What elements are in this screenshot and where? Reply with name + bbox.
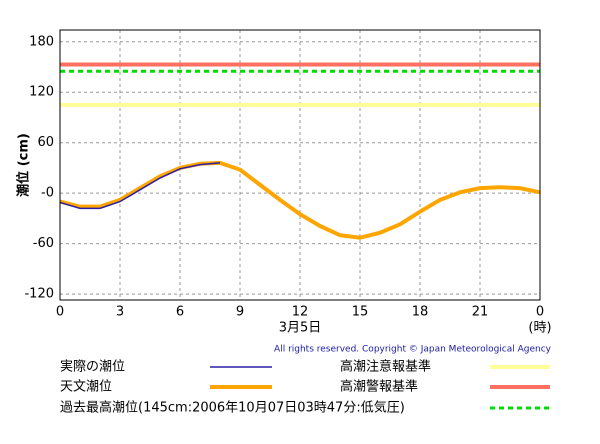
legend-label: 高潮注意報基準: [340, 359, 431, 375]
legend-label: 過去最高潮位(145cm:2006年10月07日03時47分:低気圧): [60, 400, 405, 416]
y-tick-label: 60: [37, 135, 54, 150]
legend-label: 実際の潮位: [60, 359, 125, 375]
x-tick-label: 9: [236, 305, 244, 320]
y-tick-label: 180: [29, 34, 54, 49]
legend-label: 高潮警報基準: [340, 379, 418, 395]
x-tick-label: 6: [176, 305, 184, 320]
data-line: [59, 162, 221, 210]
plot-border: [59, 29, 541, 301]
y-tick-label: -60: [33, 236, 54, 251]
x-tick-label: 0: [56, 305, 64, 320]
data-line: [59, 160, 541, 240]
x-tick-label: 3: [116, 305, 124, 320]
y-tick-label: 120: [29, 85, 54, 100]
legend-label: 天文潮位: [60, 380, 112, 395]
copyright: All rights reserved. Copyright © Japan M…: [274, 345, 552, 355]
x-tick-label: 18: [412, 305, 429, 320]
x-tick-label: 21: [472, 305, 489, 320]
x-tick-label: 0: [536, 305, 544, 320]
x-tick-label: 15: [352, 305, 369, 320]
y-tick-label: -120: [24, 287, 54, 302]
x-unit-label: (時): [528, 321, 551, 336]
y-axis-label: 潮位 (cm): [16, 133, 32, 197]
x-tick-label: 12: [292, 305, 309, 320]
y-tick-label: -0: [41, 186, 54, 201]
x-axis-label: 3月5日: [279, 321, 322, 336]
